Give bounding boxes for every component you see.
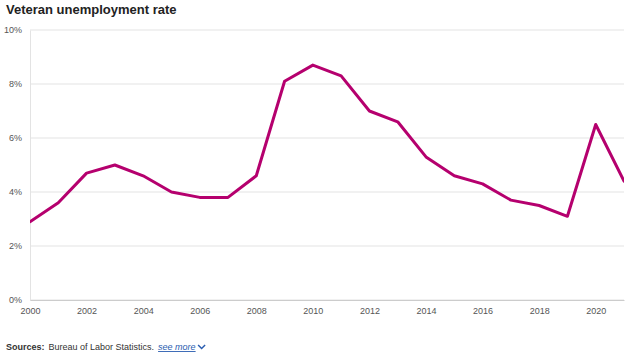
grid-line <box>30 300 624 301</box>
y-tick: 0% <box>9 295 30 305</box>
grid <box>30 30 624 300</box>
y-tick: 2% <box>9 241 30 251</box>
x-tick: 2016 <box>473 300 493 316</box>
x-tick: 2000 <box>20 300 40 316</box>
source-label: Sources: <box>6 342 45 352</box>
x-tick-label: 2012 <box>360 306 380 316</box>
x-tick: 2008 <box>247 300 267 316</box>
x-tick: 2012 <box>360 300 380 316</box>
x-tick-label: 2004 <box>134 306 154 316</box>
marks <box>30 65 624 222</box>
x-axis-line <box>31 300 625 301</box>
chart: Veteran unemployment rate 0% 2% 4% 6% 8% 10% 20… <box>0 0 634 360</box>
x-tick: 2020 <box>586 300 606 316</box>
x-tick-label: 2020 <box>586 306 606 316</box>
x-tick-label: 2008 <box>247 306 267 316</box>
y-tick-label: 10% <box>4 25 22 35</box>
grid-line <box>30 138 624 139</box>
x-axis: 2000 2002 2004 2006 2008 2010 2012 2014 2016 2018… <box>20 300 624 316</box>
y-axis-line <box>30 31 31 301</box>
y-tick: 8% <box>9 79 30 89</box>
see-more-link[interactable]: see more <box>158 342 196 352</box>
x-tick-label: 2010 <box>303 306 323 316</box>
x-tick-label: 2016 <box>473 306 493 316</box>
source: Bureau of Labor Statistics. <box>49 342 155 352</box>
x-tick-label: 2014 <box>416 306 436 316</box>
x-tick-label: 2006 <box>190 306 210 316</box>
title: Veteran unemployment rate <box>6 2 177 17</box>
y-axis: 0% 2% 4% 6% 8% 10% <box>4 25 31 305</box>
grid-line <box>30 246 624 247</box>
x-tick: 2010 <box>303 300 323 316</box>
plot-area: 0% 2% 4% 6% 8% 10% 2000 2002 2004 2006 2008 2010 201… <box>4 25 625 316</box>
x-tick-label: 2000 <box>20 306 40 316</box>
x-tick: 2014 <box>416 300 436 316</box>
data-line <box>30 65 624 222</box>
y-tick: 4% <box>9 187 30 197</box>
y-tick-label: 0% <box>9 295 22 305</box>
grid-line <box>30 192 624 193</box>
grid-line <box>30 30 624 31</box>
y-tick: 6% <box>9 133 30 143</box>
x-tick: 2002 <box>77 300 97 316</box>
chevron-icon[interactable] <box>198 345 205 349</box>
grid-line <box>30 84 624 85</box>
source-note: Sources: Bureau of Labor Statistics.see m… <box>6 342 196 352</box>
y-tick-label: 8% <box>9 79 22 89</box>
y-tick-label: 6% <box>9 133 22 143</box>
y-tick-label: 4% <box>9 187 22 197</box>
x-tick-label: 2002 <box>77 306 97 316</box>
x-tick-label: 2018 <box>530 306 550 316</box>
x-tick: 2006 <box>190 300 210 316</box>
x-tick: 2004 <box>134 300 154 316</box>
x-tick: 2018 <box>530 300 550 316</box>
y-tick-label: 2% <box>9 241 22 251</box>
y-tick: 10% <box>4 25 30 35</box>
